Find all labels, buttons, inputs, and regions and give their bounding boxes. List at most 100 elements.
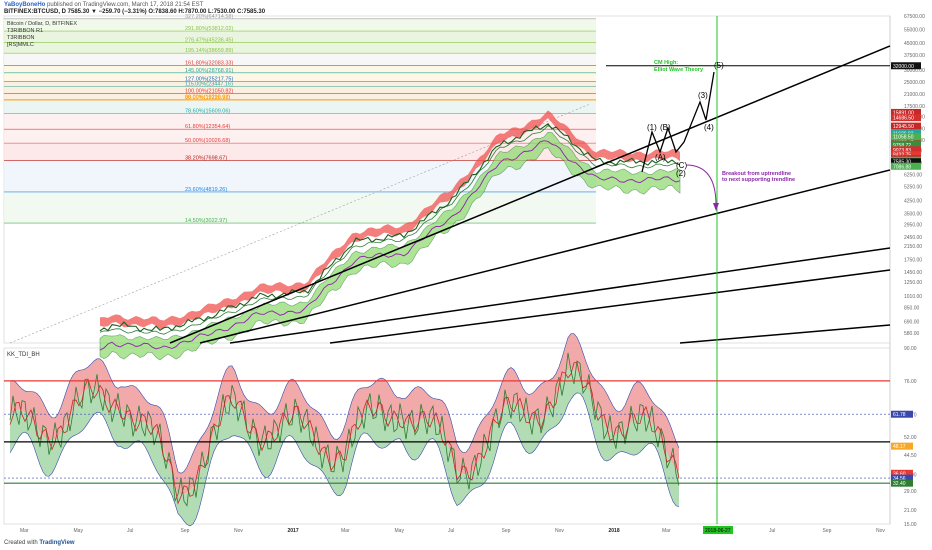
price-flag-text: 9758.72 [893, 143, 911, 149]
fib-band [4, 81, 596, 101]
wave-label-w5: (5) [714, 61, 724, 70]
breakout-label: to next supporting trendline [722, 177, 795, 183]
fib-level-label: 14.50%(3022.97) [185, 218, 227, 224]
breakout-arrow-head [713, 203, 719, 211]
price-axis-tick: 1010.00 [904, 294, 922, 300]
price-axis-tick: 1250.00 [904, 280, 922, 286]
price-flag-text: 7585.30 [893, 160, 911, 166]
time-axis-tick: Mar [662, 528, 671, 534]
fib-band [4, 65, 596, 82]
indicator-flag-text: 48.17 [893, 444, 906, 450]
legend-item: T3RIBBON R1 [7, 28, 43, 34]
price-flag-text: 9073.83 [893, 148, 911, 154]
fib-band [4, 143, 596, 161]
legend-item: T3RIBBON [7, 35, 35, 41]
price-flag [891, 141, 921, 149]
price-flag [891, 146, 921, 154]
fib-level-label: 61.80%(12354.64) [185, 124, 230, 130]
price-flag-text: 11058.50 [893, 135, 914, 141]
time-axis-tick: Jul [769, 528, 775, 534]
fib-band [4, 18, 596, 32]
wave-label-wB: (B) [660, 123, 671, 132]
price-axis-tick: 1750.00 [904, 257, 922, 263]
fib-level-label: 88.00%(19128.98) [185, 95, 230, 101]
time-axis-tick: Mar [20, 528, 29, 534]
fib-level-label: 161.80%(32083.33) [185, 61, 233, 67]
wave-label-w2: (2) [676, 169, 686, 178]
tdi-signal-line [9, 361, 680, 505]
price-flag-text: 15891.00 [893, 110, 914, 116]
price-axis-tick: 580.00 [904, 331, 920, 337]
indicator-flag [891, 474, 913, 482]
fib-level-label: 90.00%(19290.92) [185, 94, 230, 100]
purple-ma-line [99, 140, 681, 351]
indicator-title: KK_TDI_BH [7, 352, 40, 358]
price-flag [891, 151, 921, 159]
published-text: published on TradingView.com, March 17, … [47, 2, 204, 8]
price-axis-tick: 2950.00 [904, 223, 922, 229]
indicator-axis-tick: 15.00 [904, 522, 917, 528]
price-axis-tick: 45000.00 [904, 41, 925, 47]
price-axis-tick: 690.00 [904, 320, 920, 326]
price-axis-tick: 850.00 [904, 306, 920, 312]
green-ma-line [99, 125, 681, 335]
price-axis-tick: 2150.00 [904, 244, 922, 250]
time-flag-text: 2018-06-27 [705, 528, 731, 534]
quote-line: BITFINEX:BTCUSD, D 7585.30 ▼ −259.70 (−3… [4, 9, 266, 15]
indicator-flag-text: 34.56 [893, 476, 906, 482]
author-name[interactable]: YaBoyBoneHo [4, 2, 46, 8]
price-axis-tick: 5250.00 [904, 184, 922, 190]
time-axis-tick: Sep [823, 528, 832, 534]
elliott-wave-path [641, 71, 715, 173]
price-line [99, 123, 681, 333]
wave-label-w1: (1) [647, 123, 657, 132]
price-axis-tick: 6250.00 [904, 173, 922, 179]
indicator-axis-tick: 44.50 [904, 453, 917, 459]
time-axis-tick: Sep [181, 528, 190, 534]
wave-label-wA: (A) [655, 153, 666, 162]
indicator-flag [891, 442, 913, 450]
price-axis-tick: 3500.00 [904, 211, 922, 217]
indicator-axis-tick: 52.00 [904, 435, 917, 441]
tdi-lower-line [9, 392, 680, 527]
indicator-axis-tick: 76.00 [904, 379, 917, 385]
indicator-flag-text: 32.40 [893, 481, 906, 487]
indicator-flag [891, 469, 913, 477]
fib-level-label: 127.00%(25217.75) [185, 77, 233, 83]
chart-header: YaBoyBoneHo published on TradingView.com… [0, 0, 932, 16]
price-flag-text: 12945.50 [893, 124, 914, 130]
price-flag-text: 14686.50 [893, 116, 914, 122]
price-axis-tick: 17500.00 [904, 104, 925, 110]
price-axis-tick: 37500.00 [904, 53, 925, 59]
price-flag-text: 7086.88 [893, 164, 911, 170]
indicator-flag-text: 36.60 [893, 471, 906, 477]
time-axis-tick: Nov [876, 528, 885, 534]
time-axis-tick: 2017 [288, 528, 299, 534]
fib-level-label: 291.80%(53812.02) [185, 26, 233, 32]
cm-high-label: CM High: [654, 60, 678, 66]
time-axis-tick: May [395, 528, 405, 534]
indicator-axis-tick: 21.00 [904, 508, 917, 514]
fib-level-label: 38.20%(7698.67) [185, 156, 227, 162]
dashed-projection-line [9, 103, 591, 344]
fib-level-label: 145.00%(28768.91) [185, 68, 233, 74]
price-axis-tick: 25000.00 [904, 80, 925, 86]
price-flag [891, 136, 921, 144]
breakout-arrow [685, 164, 717, 206]
trendline [229, 247, 891, 344]
tradingview-logo[interactable]: TradingView [39, 540, 75, 546]
indicator-axis-tick: 29.00 [904, 489, 917, 495]
fib-level-label: 195.14%(38659.89) [185, 48, 233, 54]
price-flag [891, 133, 921, 141]
wave-label-w4: (4) [704, 123, 714, 132]
fib-level-label: 100.00%(21050.82) [185, 89, 233, 95]
fib-level-label: 50.00%(10026.68) [185, 138, 230, 144]
green-cloud [99, 131, 681, 361]
price-flag [891, 62, 921, 70]
fib-band [4, 191, 596, 224]
indicator-axis-tick: 90.00 [904, 346, 917, 352]
time-axis-tick: Jul [127, 528, 133, 534]
price-axis-tick: 4250.00 [904, 198, 922, 204]
time-axis-tick: Sep [502, 528, 511, 534]
